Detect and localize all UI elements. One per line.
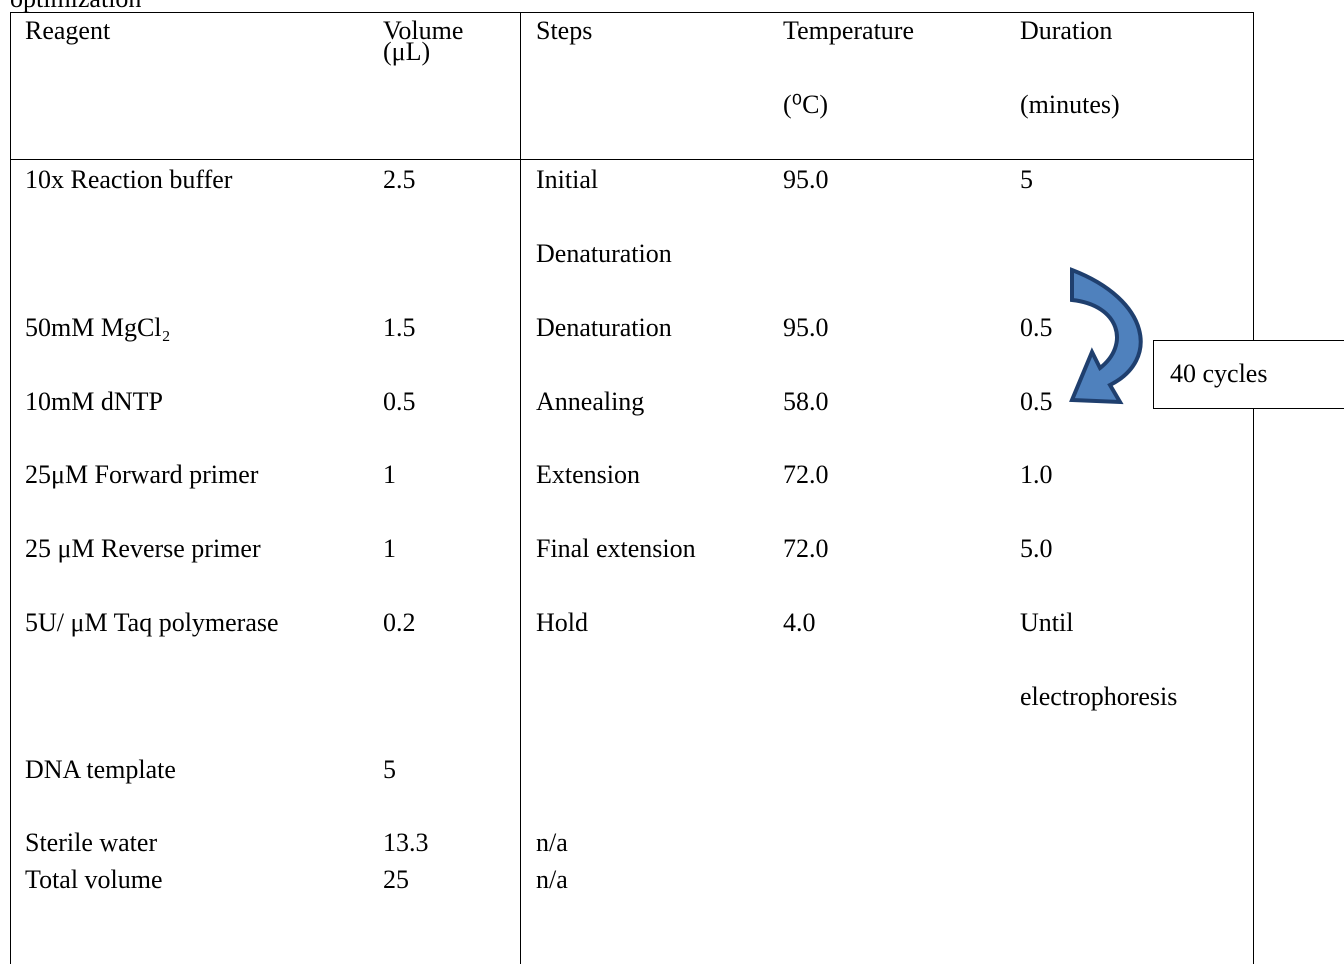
table-cell: 2.5 xyxy=(383,165,416,194)
table-cell: 95.0 xyxy=(783,313,829,342)
table-cell: 5.0 xyxy=(1020,534,1053,563)
table-cell: electrophoresis xyxy=(1020,682,1178,711)
table-cell: 5 xyxy=(383,755,396,784)
table-cell: 1.0 xyxy=(1020,460,1053,489)
table-cell: 25 μM Reverse primer xyxy=(25,534,261,563)
left-border xyxy=(10,12,11,964)
table-cell: n/a xyxy=(536,865,568,894)
table-cell: 58.0 xyxy=(783,387,829,416)
top-border xyxy=(10,12,1254,13)
table-cell: 72.0 xyxy=(783,460,829,489)
table-cell: Total volume xyxy=(25,865,163,894)
table-cell: 5 xyxy=(1020,165,1033,194)
cycle-arrow xyxy=(1069,267,1143,405)
table-cell: 0.5 xyxy=(383,387,416,416)
header-cell: (⁰C) xyxy=(783,90,829,119)
table-cell: Denaturation xyxy=(536,313,672,342)
header-cell: (minutes) xyxy=(1020,90,1120,119)
header-cell: Duration xyxy=(1020,16,1113,45)
cycle-box xyxy=(1153,340,1344,409)
header-cell: Volume xyxy=(383,16,464,45)
right-border xyxy=(1253,12,1254,964)
table-cell: Extension xyxy=(536,460,640,489)
table-cell: Denaturation xyxy=(536,239,672,268)
table-cell: 0.5 xyxy=(1020,313,1053,342)
table-cell: 13.3 xyxy=(383,828,429,857)
table-cell: 5U/ μM Taq polymerase xyxy=(25,608,279,637)
table-cell: 50mM MgCl₂ xyxy=(25,313,171,342)
table-cell: 0.2 xyxy=(383,608,416,637)
table-cell: 1 xyxy=(383,534,396,563)
column-rule xyxy=(520,12,521,964)
caption: optimization xyxy=(10,0,141,14)
table-cell: 0.5 xyxy=(1020,387,1053,416)
table-cell: Sterile water xyxy=(25,828,158,857)
header-cell: Reagent xyxy=(25,16,111,45)
table-cell: 72.0 xyxy=(783,534,829,563)
table-cell: 10mM dNTP xyxy=(25,387,163,416)
table-cell: Until xyxy=(1020,608,1074,637)
header-cell: (μL) xyxy=(383,37,431,66)
header-cell: Steps xyxy=(536,16,593,45)
table-cell: n/a xyxy=(536,828,568,857)
table-cell: Hold xyxy=(536,608,588,637)
header-cell: Temperature xyxy=(783,16,914,45)
table-cell: Final extension xyxy=(536,534,696,563)
table-cell: 25μM Forward primer xyxy=(25,460,259,489)
table-cell: 1 xyxy=(383,460,396,489)
table-cell: 95.0 xyxy=(783,165,829,194)
table-cell: 4.0 xyxy=(783,608,816,637)
table-cell: Initial xyxy=(536,165,599,194)
table-cell: 1.5 xyxy=(383,313,416,342)
table-cell: 10x Reaction buffer xyxy=(25,165,233,194)
table-cell: 25 xyxy=(383,865,409,894)
table-cell: Annealing xyxy=(536,387,645,416)
table-cell: DNA template xyxy=(25,755,176,784)
header-rule xyxy=(10,159,1254,160)
cycle-label: 40 cycles xyxy=(1170,359,1268,388)
